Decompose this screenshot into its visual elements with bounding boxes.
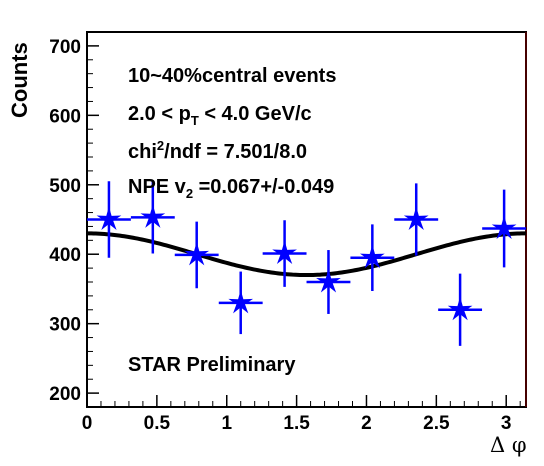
star-marker (184, 241, 210, 266)
annotation-star-preliminary: STAR Preliminary (128, 354, 296, 376)
annotation-pt-range: 2.0 < pT < 4.0 GeV/c (128, 103, 312, 128)
y-tick-label: 200 (49, 384, 81, 405)
annotation-v2: NPE v2 =0.067+/-0.049 (128, 176, 334, 201)
star-marker (316, 269, 341, 293)
fit-curve (86, 231, 527, 278)
data-point (438, 273, 483, 346)
data-point (482, 189, 527, 268)
annotation-chi2-pre: chi (128, 141, 157, 163)
star-marker (140, 204, 166, 228)
star-marker (359, 244, 385, 269)
x-axis-title: Δ φ (490, 433, 527, 457)
axis-ticks (86, 45, 521, 407)
annotation-v2-pre: NPE v (128, 176, 187, 198)
fit-curve-layer (86, 231, 527, 278)
data-point (394, 183, 439, 256)
x-tick-label: 1 (221, 413, 232, 434)
data-point (262, 220, 307, 287)
star-marker (447, 296, 473, 321)
data-points-layer (87, 181, 527, 346)
star-marker (228, 289, 254, 314)
star-marker (272, 240, 297, 265)
star-marker (96, 206, 122, 231)
axis-tick-labels: 0 0.5 1 1.5 2 2.5 3 200 300 400 500 600 700 (49, 37, 511, 434)
y-tick-label: 600 (49, 106, 81, 127)
annotation-pt-range-pre: 2.0 < p (128, 103, 191, 125)
annotation-chi2-post: /ndf = 7.501/8.0 (164, 141, 307, 163)
x-tick-label: 0 (82, 413, 93, 434)
y-tick-label: 400 (49, 245, 81, 266)
x-tick-label: 1.5 (283, 413, 310, 434)
data-point (350, 224, 395, 292)
annotation-v2-sub: 2 (186, 186, 193, 201)
y-tick-label: 700 (49, 37, 81, 58)
y-tick-label: 500 (49, 176, 81, 197)
annotation-chi2-sup: 2 (157, 138, 164, 153)
data-point (306, 250, 351, 314)
annotation-chi2: chi2/ndf = 7.501/8.0 (128, 138, 307, 163)
x-tick-label: 0.5 (144, 413, 171, 434)
annotation-pt-range-sub: T (191, 113, 199, 128)
y-tick-label: 300 (49, 315, 81, 336)
x-tick-label: 2 (361, 413, 372, 434)
data-point (87, 181, 131, 258)
y-axis-title: Counts (7, 42, 32, 118)
star-marker (491, 215, 517, 240)
data-point (218, 271, 263, 335)
star-marker (403, 206, 429, 231)
annotation-centrality: 10~40%central events (128, 65, 336, 87)
x-tick-label: 2.5 (423, 413, 450, 434)
annotation-v2-post: =0.067+/-0.049 (193, 176, 334, 198)
annotation-pt-range-post: < 4.0 GeV/c (199, 103, 312, 125)
data-point (174, 221, 219, 289)
data-point (130, 181, 175, 254)
x-tick-label: 3 (501, 413, 512, 434)
